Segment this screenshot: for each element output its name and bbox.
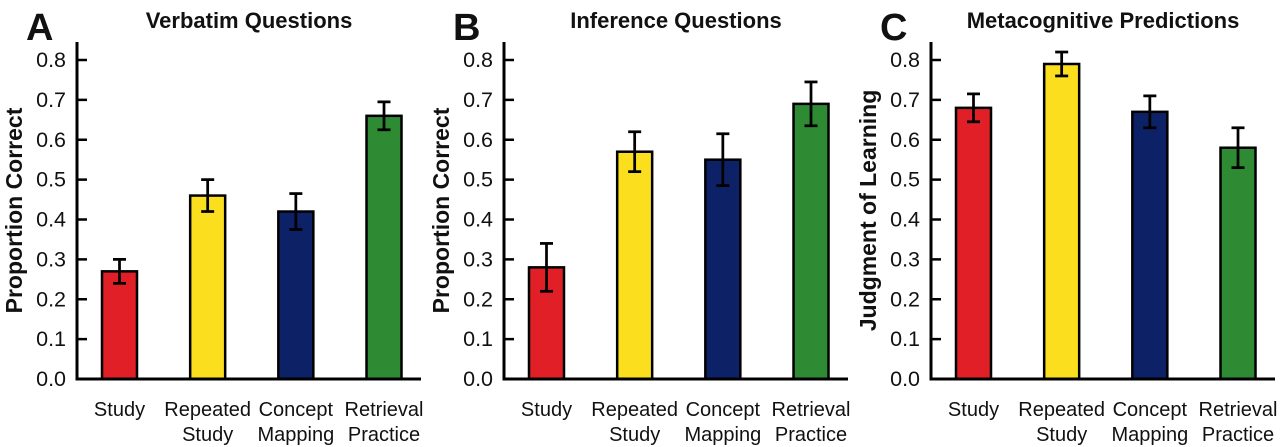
x-category-label: Concept [1113, 399, 1188, 421]
y-axis-label: Proportion Correct [1, 107, 27, 313]
bar-concept-mapping [277, 210, 315, 381]
bar-study [100, 270, 139, 381]
x-category-label: Retrieval [345, 399, 424, 421]
x-category-label-line2: Mapping [684, 424, 761, 446]
bar-study [954, 106, 993, 381]
y-tick-label: 0.6 [463, 128, 493, 152]
panel-letter: C [880, 7, 907, 49]
y-tick-label: 0.3 [463, 247, 493, 271]
panel-letter: A [26, 7, 53, 49]
y-tick-label: 0.7 [463, 88, 493, 112]
panel-inference-questions: B Inference Questions Proportion Correct 0.… [427, 0, 854, 447]
y-axis-label: Proportion Correct [428, 107, 454, 313]
x-category-label-line2: Practice [775, 424, 847, 446]
x-category-label: Concept [686, 399, 761, 421]
y-tick-label: 0.0 [36, 367, 66, 391]
x-category-label: Repeated [164, 399, 251, 421]
x-category-label-line2: Practice [348, 424, 420, 446]
chart-panel-a: A Verbatim Questions Proportion Correct 0.0… [1, 7, 424, 446]
bar-repeated-study [615, 150, 654, 381]
y-tick-label: 0.3 [36, 247, 66, 271]
y-tick-label: 0.7 [890, 88, 920, 112]
x-category-label: Study [94, 399, 145, 421]
y-tick-label: 0.4 [890, 208, 920, 232]
x-category-label: Study [521, 399, 572, 421]
y-tick-label: 0.0 [463, 367, 493, 391]
bar-retrieval-practice [792, 102, 830, 381]
y-tick-label: 0.8 [463, 48, 493, 72]
y-tick-label: 0.1 [36, 327, 66, 351]
bar-retrieval-practice [365, 114, 403, 381]
panel-verbatim-questions: A Verbatim Questions Proportion Correct 0.0… [0, 0, 427, 447]
x-category-label-line2: Mapping [257, 424, 334, 446]
y-tick-label: 0.3 [890, 247, 920, 271]
y-tick-label: 0.8 [36, 48, 66, 72]
chart-title: Metacognitive Predictions [967, 8, 1240, 33]
y-tick-label: 0.2 [36, 287, 66, 311]
y-axis-label: Judgment of Learning [855, 90, 881, 332]
x-category-label-line2: Practice [1202, 424, 1274, 446]
y-tick-label: 0.5 [890, 168, 920, 192]
x-category-label-line2: Study [182, 424, 233, 446]
x-category-label: Study [948, 399, 999, 421]
bar-repeated-study [188, 194, 227, 381]
bar-retrieval-practice [1219, 146, 1257, 381]
x-category-label-line2: Study [609, 424, 660, 446]
y-tick-label: 0.4 [36, 208, 66, 232]
chart-title: Verbatim Questions [146, 8, 353, 33]
chart-panel-c: C Metacognitive Predictions Judgment of Le… [855, 7, 1278, 446]
y-tick-label: 0.2 [890, 287, 920, 311]
x-category-label-line2: Mapping [1111, 424, 1188, 446]
y-tick-label: 0.4 [463, 208, 493, 232]
chart-title: Inference Questions [570, 8, 782, 33]
y-tick-label: 0.1 [463, 327, 493, 351]
x-category-label-line2: Study [1036, 424, 1087, 446]
x-category-label: Concept [259, 399, 334, 421]
y-tick-label: 0.1 [890, 327, 920, 351]
y-tick-label: 0.6 [36, 128, 66, 152]
x-category-label: Repeated [1018, 399, 1105, 421]
x-category-label: Retrieval [1199, 399, 1278, 421]
y-tick-label: 0.6 [890, 128, 920, 152]
y-tick-label: 0.5 [36, 168, 66, 192]
x-category-label: Retrieval [772, 399, 851, 421]
x-category-label: Repeated [591, 399, 678, 421]
y-tick-label: 0.7 [36, 88, 66, 112]
y-tick-label: 0.5 [463, 168, 493, 192]
y-tick-label: 0.8 [890, 48, 920, 72]
panel-metacognitive-predictions: C Metacognitive Predictions Judgment of Le… [854, 0, 1280, 447]
chart-panel-b: B Inference Questions Proportion Correct 0.… [428, 7, 851, 446]
bar-concept-mapping [704, 158, 742, 381]
panel-letter: B [453, 7, 480, 49]
y-tick-label: 0.0 [890, 367, 920, 391]
bar-repeated-study [1042, 62, 1081, 381]
y-tick-label: 0.2 [463, 287, 493, 311]
bar-concept-mapping [1131, 110, 1169, 381]
